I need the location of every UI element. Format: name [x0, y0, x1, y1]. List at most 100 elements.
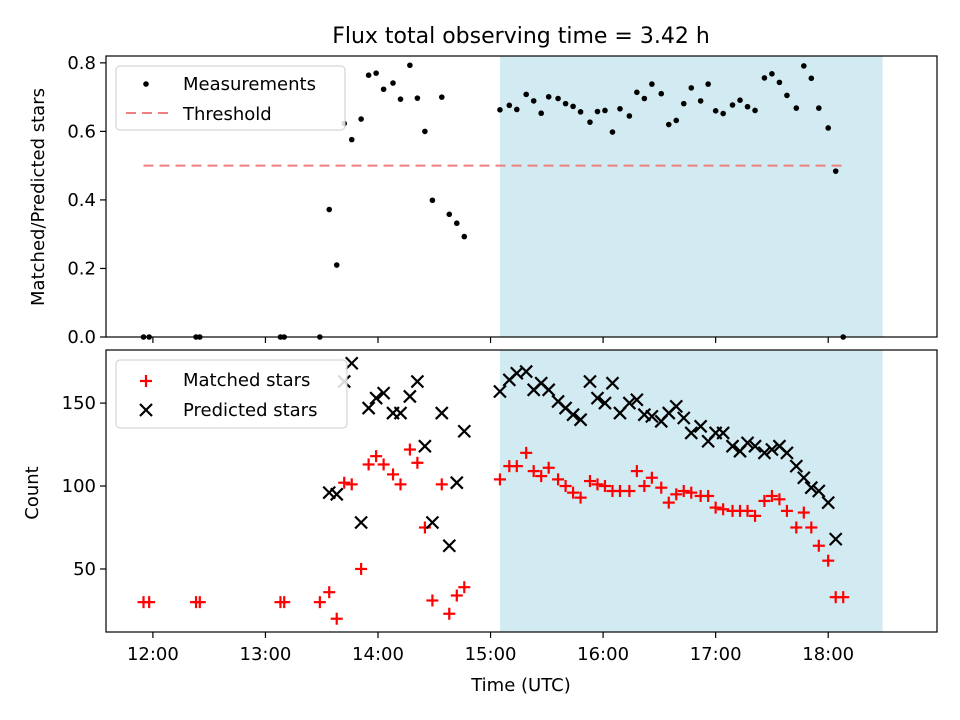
measurement-point — [793, 105, 800, 111]
measurement-point — [514, 106, 520, 113]
legend-matched-marker — [140, 375, 152, 387]
measurement-point — [776, 79, 783, 86]
measurement-point — [641, 95, 648, 102]
matched-stars-point — [443, 607, 456, 620]
y-tick-label: 0.2 — [67, 258, 96, 279]
measurement-point — [769, 71, 775, 77]
top-plot: 0.00.20.40.60.8 Matched/Predicted stars … — [28, 53, 938, 348]
measurement-point — [570, 103, 576, 110]
matched-stars-point — [527, 465, 540, 478]
matched-stars-point — [458, 581, 471, 594]
measurement-point — [602, 107, 608, 114]
x-axis-label: Time (UTC) — [470, 675, 571, 696]
bottom-grid-ticks: 12:00 13:00 14:00 15:00 16:00 17:00 18:00 50 100… — [62, 393, 854, 665]
measurement-point — [609, 129, 616, 135]
matched-stars-point — [377, 458, 390, 471]
matched-stars-point — [362, 458, 375, 471]
legend-predicted-label: Predicted stars — [183, 400, 317, 421]
predicted-stars-point — [442, 538, 457, 553]
y-tick-label: 100 — [62, 476, 96, 497]
matched-stars-point — [411, 456, 424, 469]
matched-stars-point — [805, 521, 818, 534]
predicted-stars-point — [725, 439, 740, 453]
predicted-stars-point — [804, 480, 819, 495]
matched-stars-point — [837, 591, 850, 604]
matched-stars-point — [709, 501, 722, 514]
predicted-stars-point — [434, 406, 449, 420]
measurement-point — [825, 125, 832, 131]
matched-stars-point — [677, 485, 690, 497]
measurement-point — [365, 72, 372, 78]
predicted-stars-point — [403, 389, 417, 404]
matched-stars-point — [717, 503, 730, 516]
predicted-stars-point — [605, 376, 620, 390]
measurement-point — [446, 211, 453, 218]
matched-stars-point — [591, 478, 604, 491]
measurement-point — [761, 75, 768, 81]
measurement-point — [422, 128, 428, 135]
measurement-point — [438, 94, 445, 100]
measurement-point — [380, 86, 387, 93]
x-tick-label: 16:00 — [577, 644, 629, 665]
measurement-point — [617, 105, 623, 112]
matched-stars-point — [598, 480, 611, 493]
chart-title: Flux total observing time = 3.42 h — [332, 24, 710, 49]
predicted-stars-point — [329, 487, 344, 502]
matched-stars-point — [758, 494, 771, 507]
predicted-stars-point — [410, 374, 425, 389]
matched-stars-point — [685, 486, 698, 499]
predicted-stars-point — [541, 383, 556, 397]
predicted-stars-point — [457, 424, 472, 439]
predicted-stars-point — [598, 396, 612, 410]
matched-stars-point — [583, 475, 596, 488]
matched-stars-point — [645, 471, 658, 484]
measurement-point — [720, 110, 726, 117]
predicted-stars-point — [566, 407, 580, 422]
predicted-stars-point — [676, 411, 691, 425]
x-tick-label: 15:00 — [465, 644, 517, 665]
predicted-stars-point — [765, 442, 779, 457]
measurement-point — [658, 90, 665, 97]
matched-stars-point — [418, 521, 431, 534]
predicted-stars-point — [757, 446, 772, 460]
predicted-stars-point — [622, 396, 637, 410]
matched-stars-point — [552, 473, 565, 486]
top-legend-box — [115, 65, 346, 131]
y-tick-label: 50 — [73, 559, 96, 580]
matched-stars-point — [780, 504, 793, 517]
measurement-point — [784, 92, 790, 99]
bottom-y-axis-label: Count — [22, 466, 43, 519]
measurement-point — [752, 107, 758, 114]
top-axes-frame — [105, 55, 938, 338]
bottom-legend: Matched stars Predicted stars — [115, 359, 348, 429]
x-tick-label: 14:00 — [352, 644, 404, 665]
bottom-markers — [137, 356, 850, 625]
predicted-stars-point — [684, 426, 699, 440]
measurement-point — [555, 95, 561, 102]
y-tick-label: 0.4 — [67, 190, 96, 211]
legend-threshold-label: Threshold — [182, 104, 272, 125]
predicted-stars-point — [812, 484, 826, 498]
predicted-stars-point — [789, 459, 804, 473]
predicted-stars-point — [740, 436, 755, 450]
measurement-point — [414, 95, 421, 101]
measurement-point — [705, 81, 711, 87]
predicted-stars-point — [748, 439, 762, 453]
matched-stars-point — [655, 481, 668, 494]
predicted-stars-point — [519, 364, 533, 379]
measurement-point — [832, 168, 839, 174]
bottom-legend-box — [115, 359, 348, 429]
measurement-point — [649, 81, 655, 87]
x-tick-label: 18:00 — [802, 644, 854, 665]
measurement-point — [348, 136, 355, 143]
predicted-stars-point — [425, 515, 440, 530]
measurement-point — [333, 262, 340, 268]
predicted-stars-point — [376, 386, 391, 400]
predicted-stars-point — [716, 426, 730, 440]
matched-stars-point — [623, 485, 636, 497]
measurement-point — [665, 121, 672, 128]
x-tick-label: 17:00 — [690, 644, 742, 665]
matched-stars-point — [313, 596, 326, 609]
measurement-point — [808, 75, 815, 82]
legend-measurements-marker — [143, 81, 149, 87]
